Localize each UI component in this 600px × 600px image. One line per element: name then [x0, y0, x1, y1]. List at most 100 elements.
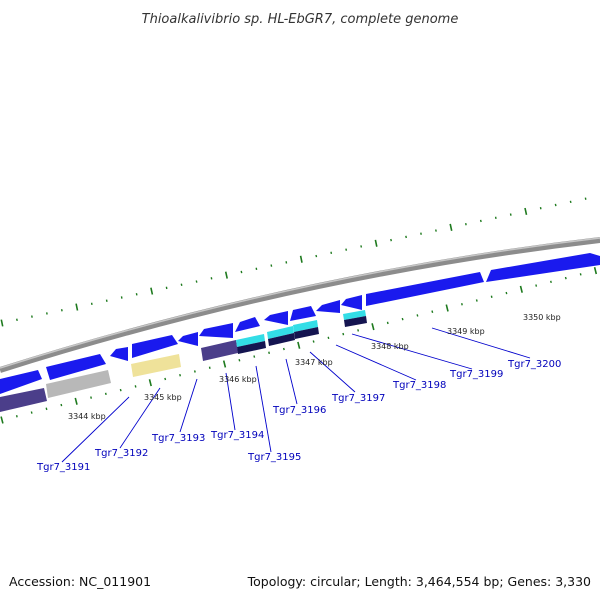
gene-box-cyan: [343, 310, 366, 320]
position-tick: [195, 280, 198, 283]
position-tick: [593, 267, 598, 275]
position-tick: [312, 340, 315, 343]
position-tick: [490, 295, 493, 298]
position-tick: [461, 303, 463, 306]
position-tick: [386, 321, 389, 325]
position-tick: [60, 403, 63, 407]
position-tick: [60, 309, 63, 312]
position-tick: [345, 248, 348, 251]
gene-arrow: [46, 354, 106, 380]
position-tick: [193, 370, 196, 373]
position-tick: [315, 254, 318, 258]
position-tick: [371, 323, 375, 331]
gene-box-navy: [237, 341, 266, 354]
gene-arrow: [290, 306, 316, 321]
position-tick: [357, 329, 360, 332]
position-tick: [74, 397, 78, 405]
position-tick: [119, 388, 122, 392]
position-tick: [475, 299, 478, 302]
gene-box-navy: [294, 327, 319, 339]
reverse-strand-genes: [0, 310, 367, 412]
kbp-label: 3344 kbp: [68, 412, 106, 421]
kbp-label: 3346 kbp: [219, 375, 257, 384]
forward-strand-genes: [0, 253, 600, 394]
gene-box-gray: [46, 370, 111, 398]
position-tick: [179, 373, 181, 377]
gene-label: Tgr7_3196: [272, 405, 326, 416]
outer-tick-ring: [0, 197, 587, 327]
position-tick: [449, 223, 453, 231]
gene-arrow: [366, 272, 484, 306]
position-tick: [564, 276, 567, 280]
gene-arrow: [235, 317, 260, 332]
position-tick: [579, 273, 582, 276]
gene-label: Tgr7_3191: [36, 462, 90, 473]
gene-label-leaders: [61, 327, 531, 463]
position-tick: [45, 407, 48, 411]
gene-label: Tgr7_3192: [94, 448, 148, 459]
position-tick: [505, 291, 508, 295]
genome-backbone: [0, 237, 600, 373]
gene-arrow: [264, 311, 288, 325]
gene-label: Tgr7_3197: [331, 393, 385, 404]
gene-box-cyan: [236, 334, 265, 347]
gene-arrow: [316, 300, 340, 313]
position-tick: [208, 366, 211, 369]
position-tick: [282, 347, 285, 351]
kbp-label: 3349 kbp: [447, 327, 485, 336]
gene-arrow: [132, 335, 178, 358]
gene-labels: Tgr7_3191 Tgr7_3192 Tgr7_3193 Tgr7_3194 …: [36, 359, 561, 473]
position-tick: [224, 271, 228, 279]
gene-arrow: [341, 295, 362, 310]
position-tick: [270, 264, 273, 267]
position-tick: [550, 280, 552, 284]
position-tick: [164, 377, 167, 381]
position-tick: [524, 207, 528, 215]
position-tick: [569, 200, 572, 204]
position-tick: [374, 239, 378, 247]
position-tick: [431, 310, 434, 313]
position-tick: [222, 360, 227, 368]
position-tick: [148, 379, 152, 387]
position-tick: [104, 392, 107, 396]
gene-arrow: [0, 370, 42, 394]
position-tick: [16, 318, 18, 322]
gene-arrow: [199, 323, 233, 338]
position-tick: [253, 355, 256, 358]
kbp-label: 3345 kbp: [144, 393, 182, 402]
gene-label: Tgr7_3193: [151, 433, 205, 444]
position-tick: [390, 238, 392, 242]
position-tick: [15, 415, 18, 418]
position-tick: [479, 219, 482, 223]
position-tick: [268, 351, 270, 355]
gene-box-purple: [0, 388, 47, 412]
position-tick: [238, 359, 241, 362]
position-tick: [360, 245, 363, 248]
kbp-label: 3348 kbp: [371, 342, 409, 351]
position-tick: [75, 303, 79, 311]
gene-label: Tgr7_3195: [247, 452, 301, 463]
position-tick: [554, 203, 557, 207]
position-tick: [0, 319, 4, 327]
position-tick: [105, 299, 108, 302]
gene-arrow: [486, 253, 600, 282]
gene-label: Tgr7_3200: [507, 359, 561, 370]
gene-label: Tgr7_3198: [392, 380, 446, 391]
position-tick: [445, 304, 449, 312]
position-tick: [435, 229, 437, 232]
position-tick: [135, 293, 138, 296]
gene-box-cyan: [267, 326, 294, 339]
position-tick: [31, 315, 33, 318]
position-tick: [535, 284, 538, 287]
position-tick: [134, 385, 137, 388]
position-tick: [297, 341, 301, 349]
position-tick: [299, 255, 303, 263]
position-tick: [150, 287, 154, 295]
position-tick: [342, 332, 345, 336]
gene-box-navy: [268, 333, 295, 346]
gene-box-purple: [201, 340, 238, 361]
gene-box-cyan: [293, 320, 318, 332]
accession-text: Accession: NC_011901: [9, 574, 151, 589]
position-tick: [90, 396, 92, 399]
gene-box-navy: [344, 316, 367, 327]
